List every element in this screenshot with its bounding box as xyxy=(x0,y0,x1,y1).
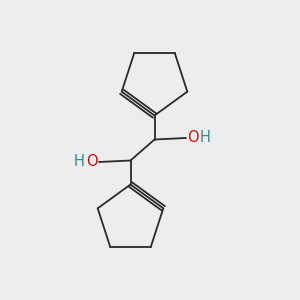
Text: O: O xyxy=(187,130,199,146)
Text: H: H xyxy=(74,154,84,169)
Text: H: H xyxy=(200,130,210,146)
Text: O: O xyxy=(86,154,98,169)
